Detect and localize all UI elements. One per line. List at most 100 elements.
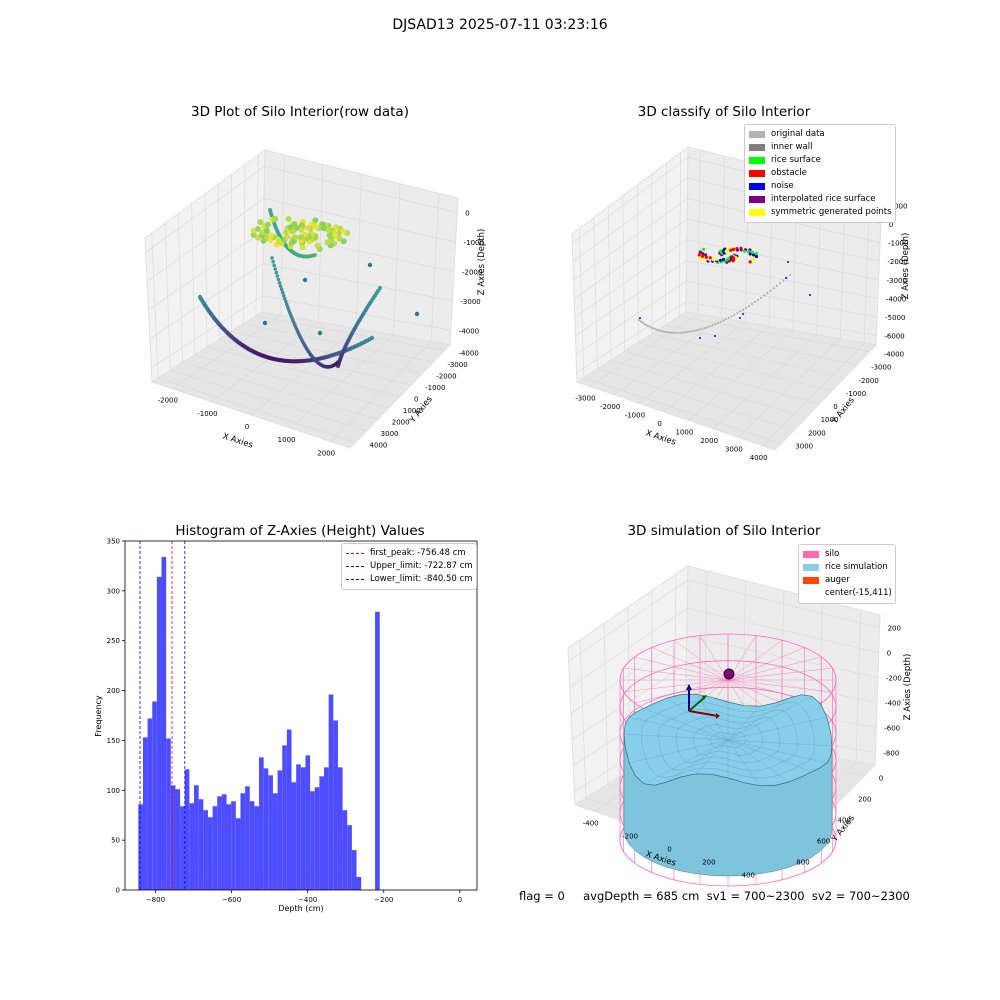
- classify-original-point: [779, 282, 782, 285]
- raw-scan-point: [314, 242, 321, 249]
- rice-surface-mesh-line: [727, 739, 761, 786]
- classify-legend-entry: inner wall: [749, 141, 891, 154]
- raw-xtick-label: -1000: [197, 410, 217, 418]
- silo-roof-strut: [673, 640, 729, 681]
- classify-original-point: [696, 329, 699, 332]
- simulation-ztick-label: -400: [885, 700, 901, 708]
- histogram-legend-entry: first_peak: -756.48 cm: [346, 547, 472, 560]
- simulation-ytick-label: 400: [838, 817, 851, 825]
- classify-legend-swatch: [749, 157, 765, 164]
- histogram-frame: [124, 540, 478, 891]
- raw-scan-point: [276, 277, 281, 282]
- classify-original-point: [703, 326, 706, 330]
- classify-plot-points: [637, 246, 811, 339]
- classify-ztick-label: -5000: [885, 314, 905, 322]
- raw-scan-point: [279, 287, 284, 292]
- raw-scan-point: [263, 227, 270, 234]
- simulation-xtick-label: 0: [667, 846, 671, 854]
- raw-ztick-label: 0: [465, 210, 469, 218]
- classify-xtick-label: 2000: [700, 437, 718, 445]
- classify-original-point: [668, 331, 671, 334]
- simulation-ztick-label: -200: [886, 675, 902, 683]
- raw-scan-point: [267, 232, 274, 239]
- raw-scan-point: [312, 224, 319, 231]
- classify-original-point: [714, 323, 717, 326]
- histogram-bar: [259, 757, 264, 890]
- classify-noise-point: [639, 317, 641, 319]
- classify-legend-label: obstacle: [771, 168, 807, 178]
- histogram-bar: [180, 806, 185, 890]
- classify-legend-entry: original data: [749, 128, 891, 141]
- histogram-bar: [184, 769, 190, 890]
- rice-surface-mesh-line: [695, 694, 729, 741]
- raw-scan-point: [378, 286, 382, 290]
- classify-legend-label: original data: [771, 129, 825, 139]
- raw-scan-point: [282, 296, 287, 301]
- raw-scan-point: [339, 228, 346, 235]
- classify-point: [754, 252, 759, 256]
- auger-axes: [686, 684, 720, 719]
- classify-original-point: [708, 325, 711, 328]
- classify-point: [701, 254, 705, 258]
- histogram-xtick-label: 0: [458, 896, 462, 904]
- classify-ztick-label: -6000: [884, 333, 904, 341]
- classify-original-point: [724, 318, 728, 321]
- histogram-bar: [189, 803, 195, 890]
- raw-scan-point: [292, 234, 299, 241]
- raw-ytick-label: 3000: [381, 430, 399, 438]
- classify-original-point: [679, 331, 682, 334]
- simulation-legend-swatch: [803, 564, 819, 571]
- histogram-legend: first_peak: -756.48 cm Upper_limit: -722.…: [341, 543, 477, 590]
- raw-scan-point: [281, 293, 286, 298]
- classify-xtick-label: 3000: [725, 445, 743, 453]
- histogram-bar: [254, 806, 260, 890]
- classify-ytick-label: -3000: [871, 364, 891, 372]
- classify-legend-entry: noise: [749, 180, 891, 193]
- histogram-legend-line: [346, 579, 364, 580]
- histogram-bar: [249, 801, 255, 890]
- classify-original-point: [652, 327, 655, 330]
- raw-scan-point: [369, 335, 375, 341]
- classify-ytick-label: -2000: [858, 377, 878, 385]
- classify-noise-point: [787, 261, 789, 263]
- classify-original-point: [672, 331, 676, 334]
- classify-original-point: [675, 331, 678, 334]
- raw-scan-point: [287, 308, 291, 312]
- rice-surface-mesh-line: [643, 739, 729, 784]
- classify-point: [751, 250, 755, 255]
- raw-ztick-label: -1000: [464, 239, 484, 247]
- raw-xtick-label: 1000: [278, 436, 296, 444]
- histogram-ytick-label: 100: [107, 787, 120, 795]
- classify-original-point: [722, 319, 725, 322]
- raw-xtick-label: 0: [245, 423, 249, 431]
- raw-scan-point: [298, 222, 305, 229]
- histogram-bar: [286, 729, 292, 890]
- classify-original-point: [742, 308, 745, 311]
- raw-3d-plot: -2000 -1000 0 1000 2000 4000 3000 2000 1000 0 -100…: [144, 148, 487, 458]
- simulation-ztick-label: -600: [884, 725, 900, 733]
- simulation-legend-swatch: [803, 551, 819, 558]
- histogram-bar: [152, 701, 157, 890]
- classify-point: [752, 253, 756, 257]
- raw-plot-ticks: -2000 -1000 0 1000 2000 4000 3000 2000 1000 0 -100…: [158, 210, 484, 458]
- classify-point: [748, 260, 752, 264]
- silo-roof-strut: [634, 679, 729, 704]
- classify-original-point: [739, 310, 742, 313]
- silo-roof-strut: [623, 679, 729, 693]
- classify-noise-point: [742, 313, 744, 315]
- classify-legend-label: symmetric generated points: [771, 207, 892, 217]
- histogram-legend-line: [346, 566, 364, 567]
- raw-scan-point: [286, 305, 290, 310]
- histogram-ytick-label: 150: [107, 737, 120, 745]
- histogram-bar: [240, 793, 246, 890]
- classify-original-point: [788, 273, 792, 277]
- simulation-ztick-label: 200: [888, 625, 901, 633]
- classify-ytick-label: 0: [833, 403, 837, 411]
- raw-scan-point: [328, 235, 335, 242]
- raw-scan-point: [284, 233, 290, 240]
- classify-legend-entry: obstacle: [749, 167, 891, 180]
- histogram-bar: [212, 806, 218, 890]
- raw-scan-point: [250, 232, 257, 238]
- classify-original-point: [711, 324, 714, 327]
- classify-noise-point: [699, 337, 701, 339]
